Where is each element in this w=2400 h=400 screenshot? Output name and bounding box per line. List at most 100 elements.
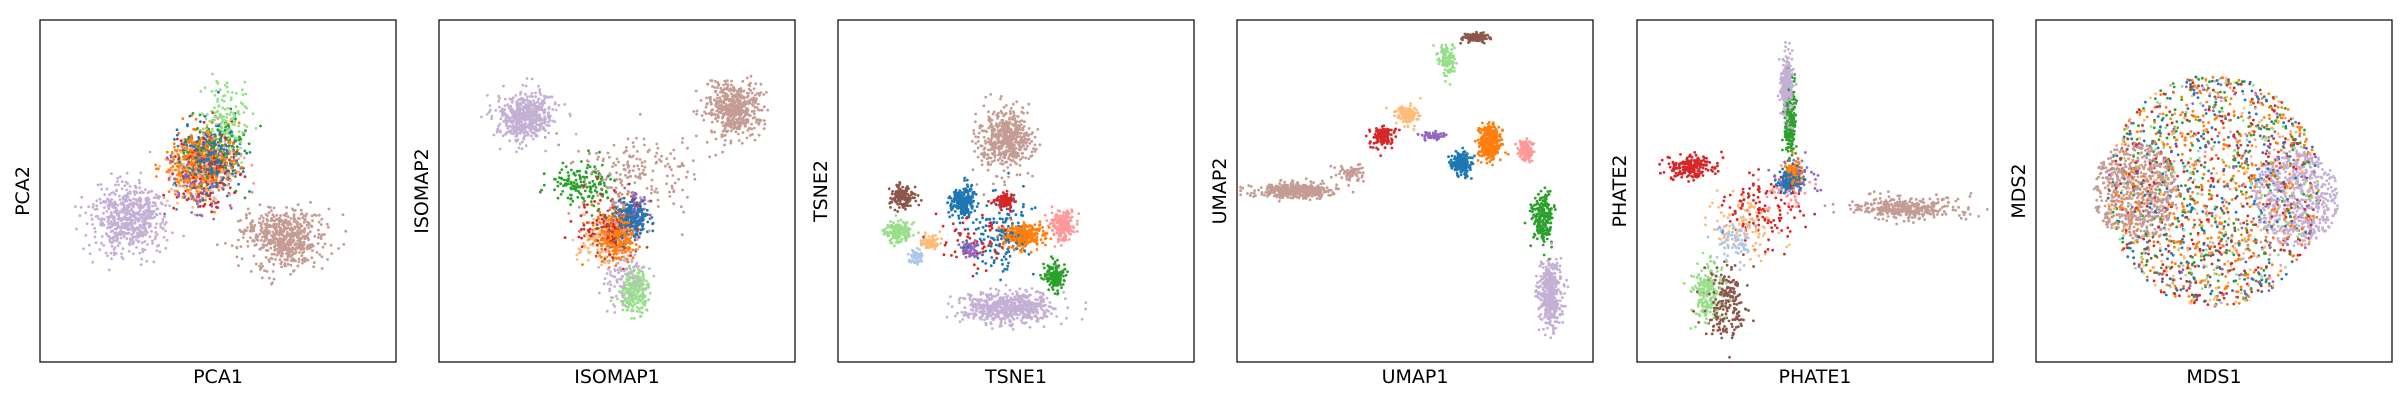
pca-point (243, 196, 247, 200)
isomap-point (530, 127, 533, 131)
pca-point (308, 230, 312, 234)
pca-point (158, 164, 162, 168)
isomap-point (591, 221, 595, 225)
isomap-point (506, 127, 510, 130)
isomap-point (641, 289, 645, 293)
pca-point (141, 247, 145, 251)
pca-point (245, 216, 248, 220)
pca-point (188, 148, 192, 152)
pca-point (185, 184, 189, 188)
pca-point (198, 130, 202, 134)
pca-point (272, 252, 276, 256)
isomap-point (561, 161, 565, 165)
pca-point (204, 117, 208, 121)
pca-point (231, 172, 234, 176)
pca-point (116, 239, 119, 243)
pca-point (280, 252, 284, 255)
isomap-point (487, 110, 491, 114)
pca-point (118, 175, 122, 179)
pca-point (198, 139, 202, 143)
isomap-point (602, 181, 606, 185)
pca-point (305, 234, 309, 237)
pca-point (113, 218, 116, 222)
isomap-point (613, 208, 616, 211)
pca-point (177, 194, 181, 198)
pca-point (100, 241, 103, 245)
pca-point (154, 235, 158, 239)
isomap-point (634, 174, 637, 178)
pca-point (217, 144, 221, 148)
pca-point (225, 161, 229, 165)
pca-point (219, 115, 223, 119)
pca-point (123, 199, 127, 203)
isomap-point (570, 193, 573, 197)
pca-point (206, 168, 210, 172)
isomap-point (639, 231, 642, 235)
pca-point (212, 142, 216, 146)
pca-point (222, 99, 226, 103)
isomap-point (609, 177, 612, 181)
pca-point (191, 169, 195, 172)
isomap-point (587, 246, 590, 250)
pca-point (280, 223, 284, 227)
isomap-point (626, 260, 630, 264)
pca-point (320, 233, 324, 237)
pca-point (131, 205, 135, 209)
isomap-point (610, 230, 614, 234)
pca-point (293, 225, 297, 229)
pca-point (132, 231, 136, 235)
pca-point (102, 244, 106, 247)
pca-point (186, 146, 189, 149)
pca-point (151, 204, 154, 208)
isomap-point (726, 116, 730, 120)
pca-point (109, 203, 112, 207)
isomap-point (519, 90, 523, 94)
isomap-point (617, 271, 620, 275)
pca-point (112, 253, 116, 257)
isomap-point (595, 243, 599, 247)
pca-point (237, 219, 240, 223)
pca-point (110, 241, 113, 245)
isomap-point (562, 178, 566, 182)
isomap-point (620, 286, 624, 289)
isomap-point (585, 175, 589, 179)
pca-point (152, 260, 156, 264)
isomap-point (741, 79, 745, 83)
pca-point (216, 97, 220, 101)
isomap-point (596, 175, 600, 179)
pca-point (120, 208, 124, 212)
isomap-point (627, 171, 631, 174)
pca-point (276, 250, 280, 254)
isomap-point (614, 186, 618, 190)
pca-point (274, 230, 278, 234)
pca-point (116, 217, 120, 221)
isomap-point (600, 188, 604, 192)
isomap-point (605, 309, 609, 313)
pca-point (280, 265, 283, 269)
pca-point (196, 148, 199, 152)
pca-point (114, 183, 117, 187)
pca-point (232, 142, 235, 146)
isomap-point (614, 294, 618, 298)
pca-point (235, 246, 239, 250)
isomap-point (557, 143, 560, 147)
pca-point (116, 244, 120, 248)
pca-point (121, 257, 125, 261)
pca-point (243, 123, 247, 127)
isomap-point (617, 195, 621, 198)
isomap-point (560, 168, 564, 172)
pca-point (123, 184, 127, 188)
pca-x-axis-label: PCA1 (193, 366, 243, 388)
pca-point (164, 229, 168, 233)
pca-point (311, 219, 314, 223)
pca-point (243, 149, 247, 153)
isomap-point (652, 274, 656, 278)
pca-point (309, 201, 312, 204)
pca-point (119, 230, 122, 234)
pca-point (270, 209, 273, 213)
isomap-point (503, 104, 507, 108)
pca-point (79, 205, 83, 209)
pca-point (213, 210, 216, 214)
isomap-point (730, 118, 734, 122)
isomap-point (582, 197, 585, 201)
